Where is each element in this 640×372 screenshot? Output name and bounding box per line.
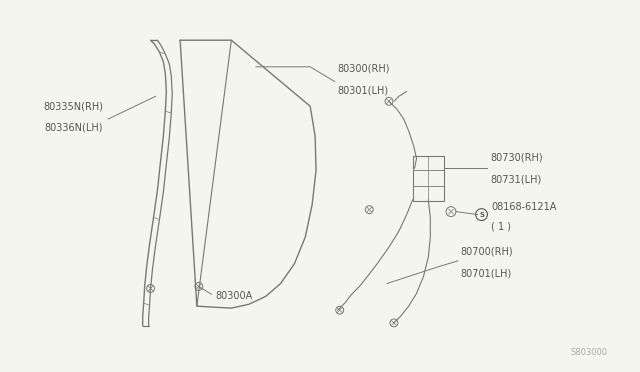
Text: 80730(RH): 80730(RH) — [490, 153, 543, 162]
Text: 80300A: 80300A — [216, 291, 253, 301]
Text: 80336N(LH): 80336N(LH) — [45, 123, 103, 133]
Text: S: S — [479, 212, 484, 218]
Text: 80301(LH): 80301(LH) — [338, 86, 389, 96]
Text: 80700(RH): 80700(RH) — [461, 247, 513, 257]
Text: 08168-6121A: 08168-6121A — [492, 202, 557, 212]
Text: 80701(LH): 80701(LH) — [461, 269, 512, 279]
Text: S803000: S803000 — [571, 349, 607, 357]
Text: 80300(RH): 80300(RH) — [338, 64, 390, 74]
Text: 80335N(RH): 80335N(RH) — [44, 101, 103, 111]
Text: 80731(LH): 80731(LH) — [490, 174, 541, 184]
Text: ( 1 ): ( 1 ) — [492, 221, 511, 231]
